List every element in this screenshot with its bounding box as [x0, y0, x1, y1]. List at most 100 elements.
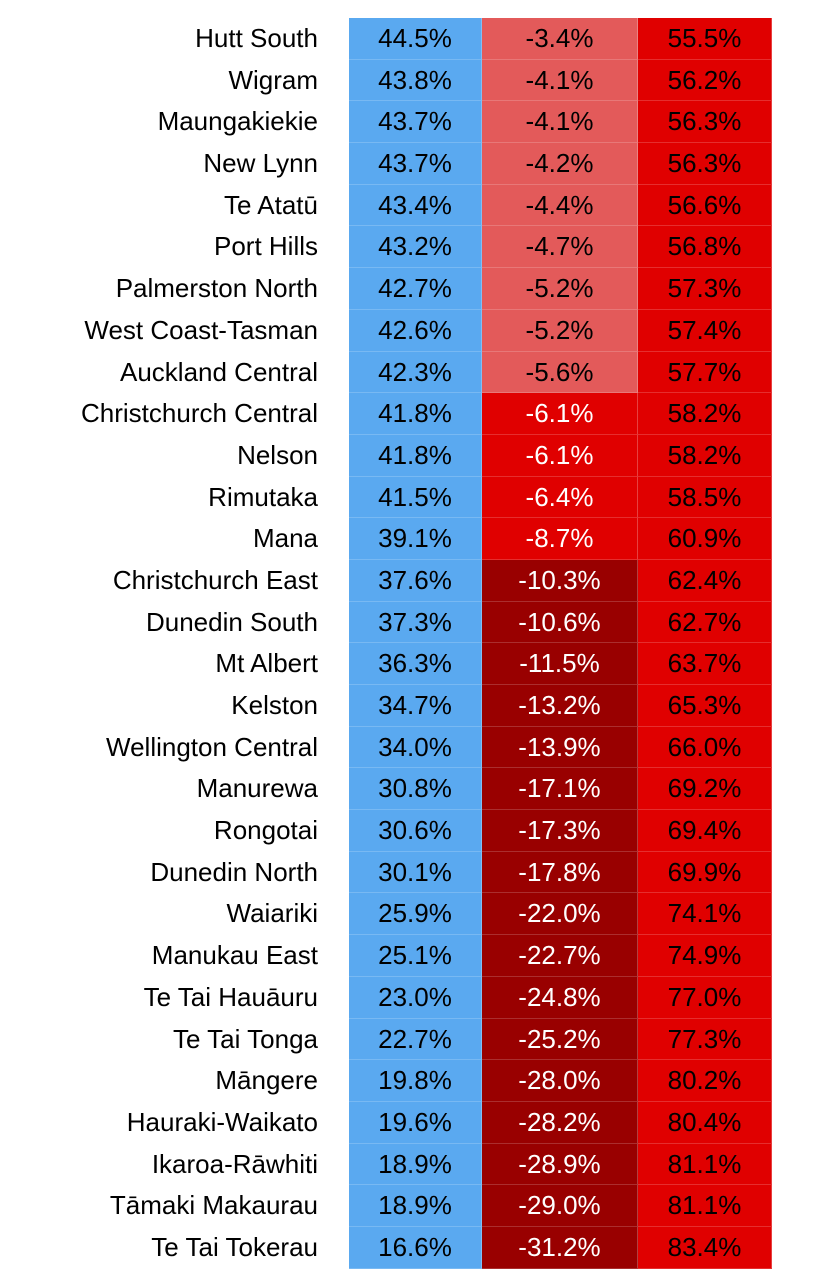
- value-cell-red: 74.9%: [638, 935, 772, 977]
- electorate-name: Port Hills: [213, 231, 318, 262]
- value-cell-blue: 30.8%: [349, 768, 482, 811]
- electorate-name: Christchurch East: [112, 564, 318, 595]
- table-row: Mt Albert 36.3% -11.5% 63.7%: [0, 643, 837, 685]
- value-cell-blue: 23.0%: [349, 976, 482, 1019]
- value-cell-blue: 36.3%: [349, 643, 482, 685]
- change-cell: -22.0%: [482, 893, 638, 936]
- value-cell-red: 81.1%: [638, 1185, 772, 1227]
- change-cell: -8.7%: [482, 518, 638, 560]
- value-cell-red: 81.1%: [638, 1143, 772, 1186]
- change-cell: -5.6%: [482, 351, 638, 394]
- change-cell: -6.1%: [482, 393, 638, 435]
- value-cell-blue: 16.6%: [349, 1226, 482, 1269]
- change-cell: -10.3%: [482, 559, 638, 602]
- value-cell-blue: 42.3%: [349, 351, 482, 394]
- value-cell-blue: 30.1%: [349, 851, 482, 894]
- value-cell-blue: 18.9%: [349, 1143, 482, 1186]
- change-cell: -5.2%: [482, 309, 638, 352]
- value-cell-blue: 37.6%: [349, 559, 482, 602]
- table-row: Maungakiekie 43.7% -4.1% 56.3%: [0, 101, 837, 144]
- change-cell: -4.2%: [482, 143, 638, 185]
- table-row: Hauraki-Waikato 19.6% -28.2% 80.4%: [0, 1101, 837, 1144]
- table-row: Te Tai Tonga 22.7% -25.2% 77.3%: [0, 1018, 837, 1061]
- value-cell-blue: 18.9%: [349, 1185, 482, 1227]
- table-row: Dunedin South 37.3% -10.6% 62.7%: [0, 601, 837, 644]
- value-cell-blue: 37.3%: [349, 601, 482, 644]
- table-row: Rimutaka 41.5% -6.4% 58.5%: [0, 476, 837, 519]
- table-row: New Lynn 43.7% -4.2% 56.3%: [0, 143, 837, 185]
- electorate-name: Hutt South: [195, 23, 318, 53]
- value-cell-blue: 42.6%: [349, 309, 482, 352]
- electorate-name: Manukau East: [151, 940, 318, 971]
- change-cell: -17.1%: [482, 768, 638, 811]
- table-row: Te Tai Tokerau 16.6% -31.2% 83.4%: [0, 1226, 837, 1269]
- value-cell-red: 77.0%: [638, 976, 772, 1019]
- value-cell-blue: 41.8%: [349, 393, 482, 435]
- value-cell-red: 62.4%: [638, 559, 772, 602]
- electorate-name: Te Tai Tokerau: [151, 1231, 318, 1262]
- table-row: West Coast-Tasman 42.6% -5.2% 57.4%: [0, 309, 837, 352]
- value-cell-red: 58.5%: [638, 476, 772, 519]
- electorate-name: New Lynn: [203, 148, 318, 179]
- electorate-name: Wigram: [228, 64, 318, 95]
- table-row: Hutt South 44.5% -3.4% 55.5%: [0, 18, 837, 60]
- change-cell: -4.4%: [482, 184, 638, 227]
- value-cell-blue: 19.8%: [349, 1060, 482, 1102]
- electorate-name: Dunedin North: [150, 856, 318, 887]
- value-cell-red: 66.0%: [638, 726, 772, 769]
- value-cell-blue: 25.1%: [349, 935, 482, 977]
- electorate-name: Nelson: [237, 439, 318, 470]
- electorate-name: Wellington Central: [106, 731, 318, 762]
- table-row: Wigram 43.8% -4.1% 56.2%: [0, 59, 837, 102]
- value-cell-red: 69.9%: [638, 851, 772, 894]
- value-cell-blue: 19.6%: [349, 1101, 482, 1144]
- change-cell: -3.4%: [482, 18, 638, 60]
- electorate-name: Hauraki-Waikato: [126, 1106, 318, 1137]
- value-cell-blue: 43.2%: [349, 226, 482, 269]
- table-row: Christchurch Central 41.8% -6.1% 58.2%: [0, 393, 837, 435]
- table-row: Waiariki 25.9% -22.0% 74.1%: [0, 893, 837, 936]
- value-cell-red: 60.9%: [638, 518, 772, 560]
- electorate-name: Te Tai Hauāuru: [143, 981, 318, 1012]
- table-row: Christchurch East 37.6% -10.3% 62.4%: [0, 559, 837, 602]
- electorate-table: Hutt South 44.5% -3.4% 55.5% Wigram 43.8% -4.1…: [0, 18, 837, 1269]
- table-row: Nelson 41.8% -6.1% 58.2%: [0, 434, 837, 477]
- change-cell: -28.2%: [482, 1101, 638, 1144]
- table-row: Palmerston North 42.7% -5.2% 57.3%: [0, 268, 837, 310]
- electorate-name: Te Atatū: [224, 189, 318, 220]
- value-cell-blue: 43.8%: [349, 59, 482, 102]
- value-cell-red: 58.2%: [638, 434, 772, 477]
- value-cell-red: 69.4%: [638, 810, 772, 852]
- change-cell: -4.7%: [482, 226, 638, 269]
- table-row: Kelston 34.7% -13.2% 65.3%: [0, 685, 837, 727]
- electorate-name: Waiariki: [226, 898, 318, 929]
- table-row: Manurewa 30.8% -17.1% 69.2%: [0, 768, 837, 811]
- value-cell-blue: 34.0%: [349, 726, 482, 769]
- value-cell-red: 55.5%: [638, 18, 772, 60]
- electorate-name: Te Tai Tonga: [172, 1023, 318, 1054]
- electorate-name: Palmerston North: [115, 273, 318, 304]
- table-row: Te Atatū 43.4% -4.4% 56.6%: [0, 184, 837, 227]
- value-cell-red: 57.3%: [638, 268, 772, 310]
- change-cell: -13.2%: [482, 685, 638, 727]
- electorate-name: Auckland Central: [120, 356, 318, 387]
- value-cell-blue: 43.4%: [349, 184, 482, 227]
- table-row: Te Tai Hauāuru 23.0% -24.8% 77.0%: [0, 976, 837, 1019]
- change-cell: -28.9%: [482, 1143, 638, 1186]
- change-cell: -29.0%: [482, 1185, 638, 1227]
- table-row: Rongotai 30.6% -17.3% 69.4%: [0, 810, 837, 852]
- table-row: Manukau East 25.1% -22.7% 74.9%: [0, 935, 837, 977]
- table-row: Port Hills 43.2% -4.7% 56.8%: [0, 226, 837, 269]
- electorate-name: Mt Albert: [215, 648, 318, 679]
- change-cell: -11.5%: [482, 643, 638, 685]
- electorate-name: Dunedin South: [145, 606, 318, 637]
- value-cell-blue: 41.5%: [349, 476, 482, 519]
- change-cell: -17.3%: [482, 810, 638, 852]
- value-cell-blue: 43.7%: [349, 101, 482, 144]
- value-cell-red: 62.7%: [638, 601, 772, 644]
- change-cell: -4.1%: [482, 101, 638, 144]
- table-row: Dunedin North 30.1% -17.8% 69.9%: [0, 851, 837, 894]
- electorate-name: Maungakiekie: [157, 106, 318, 137]
- electorate-name: Christchurch Central: [81, 398, 318, 429]
- electorate-name: Manurewa: [196, 773, 318, 804]
